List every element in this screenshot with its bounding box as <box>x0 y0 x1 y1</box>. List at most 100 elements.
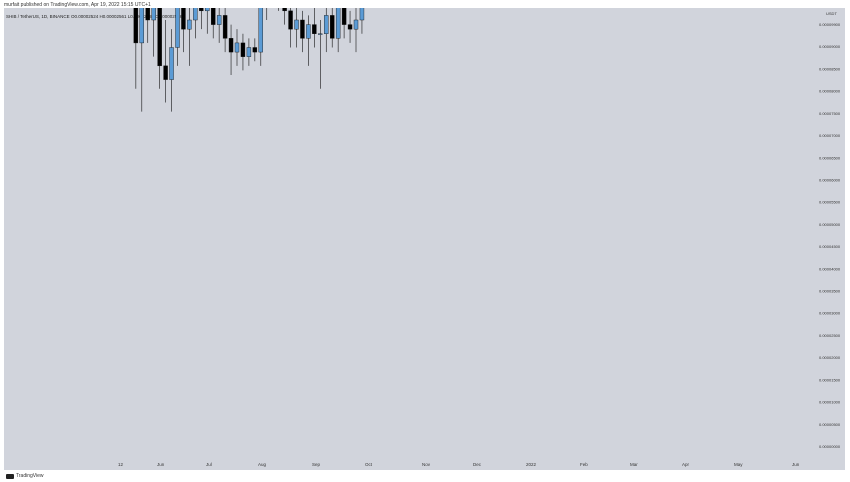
time-tick-label: Jul <box>206 462 212 467</box>
candle-body <box>193 8 198 21</box>
candle <box>312 8 317 48</box>
time-tick-label: Aug <box>258 462 267 467</box>
price-tick-label: 0.00006000 <box>819 177 841 182</box>
time-tick-label: 12 <box>118 462 124 467</box>
price-tick-label: 0.00000500 <box>819 422 841 427</box>
candle-body <box>133 8 139 44</box>
price-tick-label: 0.00007500 <box>819 111 841 116</box>
candle-body <box>210 8 216 25</box>
price-tick-label: 0.00009000 <box>819 44 841 49</box>
candle <box>330 8 335 48</box>
symbol-ohlc-legend: SHIB / TetherUS, 1D, BINANCE O0.00002524… <box>6 14 183 19</box>
price-tick-label: 0.00003000 <box>819 311 841 316</box>
candle-body <box>234 42 240 53</box>
footer: TradingView <box>6 473 44 479</box>
time-tick-label: Jun <box>157 462 165 467</box>
candles-layer <box>133 8 365 112</box>
candle-body <box>240 42 246 57</box>
candle <box>205 8 210 34</box>
candle-body <box>282 8 287 12</box>
candle-body <box>359 8 365 21</box>
candle-body <box>199 8 204 12</box>
time-tick-label: Mar <box>630 462 638 467</box>
candle <box>353 8 359 53</box>
candle-body <box>318 33 323 35</box>
candle <box>347 10 353 43</box>
price-tick-label: 0.00001500 <box>819 377 841 382</box>
time-axis[interactable]: 12 Jun Jul Aug Sep Oct Nov Dec 2022 Feb Mar Apr May J… <box>118 462 800 467</box>
candle <box>288 8 293 48</box>
candle-body <box>187 19 192 30</box>
candle-body <box>205 8 210 12</box>
candle-body <box>353 19 359 30</box>
chart-panel[interactable] <box>4 8 845 470</box>
candle <box>240 33 246 71</box>
candle <box>324 8 329 53</box>
price-tick-label: 0.00002000 <box>819 355 841 360</box>
price-tick-label: 0.00008000 <box>819 89 841 94</box>
candle <box>252 38 258 62</box>
candle-body <box>306 24 311 39</box>
candle-body <box>151 8 156 21</box>
candle <box>359 8 365 34</box>
time-tick-label: Feb <box>580 462 588 467</box>
price-tick-label: 0.00005500 <box>819 200 841 205</box>
candle <box>258 8 264 66</box>
candle-body <box>288 10 293 30</box>
candle <box>300 10 305 53</box>
publish-info: murfait published on TradingView.com, Ap… <box>4 2 151 8</box>
candle-body <box>258 8 264 53</box>
candle-body <box>252 47 258 53</box>
candle-body <box>294 19 299 30</box>
candle-body <box>335 8 341 39</box>
candle <box>193 8 198 39</box>
candle-body <box>341 8 347 25</box>
candle <box>335 8 341 53</box>
candle <box>169 29 174 112</box>
candle <box>234 29 240 66</box>
candle <box>282 8 287 25</box>
candle-body <box>300 19 305 39</box>
footer-brand: TradingView <box>16 473 44 479</box>
time-tick-label: Jun <box>792 462 800 467</box>
time-tick-label: Sep <box>312 462 321 467</box>
candle <box>175 8 180 66</box>
candle-body <box>175 8 180 48</box>
candle <box>266 8 268 20</box>
candle <box>181 8 186 53</box>
price-tick-label: 0.00004500 <box>819 244 841 249</box>
candle <box>133 8 139 89</box>
candle <box>222 8 228 53</box>
price-tick-label: 0.00007000 <box>819 133 841 138</box>
time-tick-label: Nov <box>422 462 431 467</box>
tradingview-logo-icon <box>6 473 14 479</box>
candlestick-chart[interactable]: USDT 0.00009900 0.00009000 0.00008500 0.0000… <box>4 8 845 470</box>
price-tick-label: 0.00002500 <box>819 333 841 338</box>
candle <box>145 8 150 43</box>
candle <box>318 20 323 89</box>
price-tick-label: 0.00005000 <box>819 222 841 227</box>
candle <box>163 20 168 103</box>
price-axis[interactable]: USDT 0.00009900 0.00009000 0.00008500 0.0000… <box>819 11 841 449</box>
candle-body <box>246 47 252 57</box>
time-tick-label: Oct <box>365 462 373 467</box>
candle-body <box>228 38 234 53</box>
candle-body <box>216 15 222 25</box>
candle-body <box>169 47 174 80</box>
candle-body <box>347 24 353 30</box>
time-tick-label: 2022 <box>526 462 537 467</box>
price-tick-label: 0.00009900 <box>819 22 841 27</box>
price-axis-unit: USDT <box>826 11 837 16</box>
candle-body <box>330 15 335 39</box>
candle <box>199 8 204 30</box>
candle <box>294 8 299 48</box>
candle-body <box>157 8 162 67</box>
price-tick-label: 0.00004000 <box>819 266 841 271</box>
candle-body <box>181 8 186 30</box>
candle <box>157 8 162 89</box>
price-tick-label: 0.00003500 <box>819 289 841 294</box>
time-tick-label: Dec <box>473 462 482 467</box>
candle <box>139 8 145 112</box>
candle <box>341 8 347 39</box>
candle <box>216 8 222 43</box>
